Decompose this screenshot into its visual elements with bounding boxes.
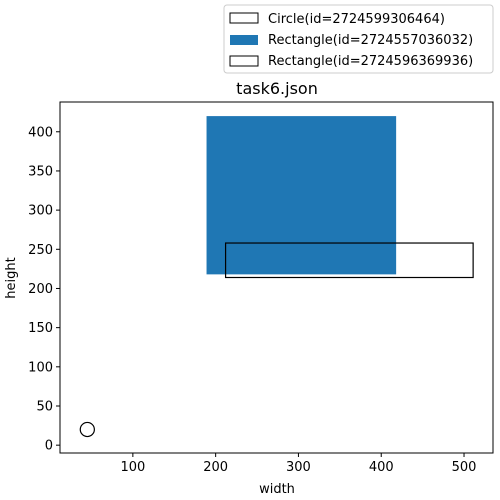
y-tick-label: 0 — [45, 439, 53, 454]
y-tick-label: 400 — [28, 125, 53, 140]
rectangle-shape-1 — [206, 116, 397, 275]
rectangle-shape-2 — [224, 242, 474, 279]
legend-label-circle: Circle(id=2724599306464) — [268, 12, 445, 27]
x-tick-label: 100 — [120, 460, 145, 475]
plot-marks — [79, 116, 474, 438]
legend-label-rectangle-outline: Rectangle(id=2724596369936) — [268, 54, 473, 69]
y-tick-label: 200 — [28, 282, 53, 297]
legend-swatch-circle — [229, 12, 259, 24]
x-tick-label: 400 — [369, 460, 394, 475]
x-tick-label: 500 — [452, 460, 477, 475]
x-tick-label: 300 — [286, 460, 311, 475]
legend-label-rectangle-filled: Rectangle(id=2724557036032) — [268, 33, 473, 48]
legend-swatch-rectangle-filled — [230, 35, 258, 45]
y-tick-label: 250 — [28, 243, 53, 258]
legend: Circle(id=2724599306464) Rectangle(id=27… — [223, 4, 494, 74]
y-tick-label: 150 — [28, 321, 53, 336]
y-axis-label: height — [4, 257, 19, 298]
x-axis-ticks: 100 200 300 400 500 — [120, 453, 476, 475]
legend-swatch-rectangle-outline — [229, 55, 259, 67]
y-tick-label: 50 — [36, 399, 53, 414]
y-tick-label: 100 — [28, 360, 53, 375]
y-tick-label: 350 — [28, 164, 53, 179]
x-tick-label: 200 — [203, 460, 228, 475]
axes-frame — [59, 101, 494, 454]
x-axis-label: width — [259, 482, 295, 497]
chart-title: task6.json — [236, 79, 318, 98]
y-tick-label: 300 — [28, 204, 53, 219]
circle-shape-0 — [79, 421, 95, 438]
y-axis-ticks: 0 50 100 150 200 250 300 350 400 — [28, 125, 60, 454]
legend-frame — [223, 4, 494, 74]
